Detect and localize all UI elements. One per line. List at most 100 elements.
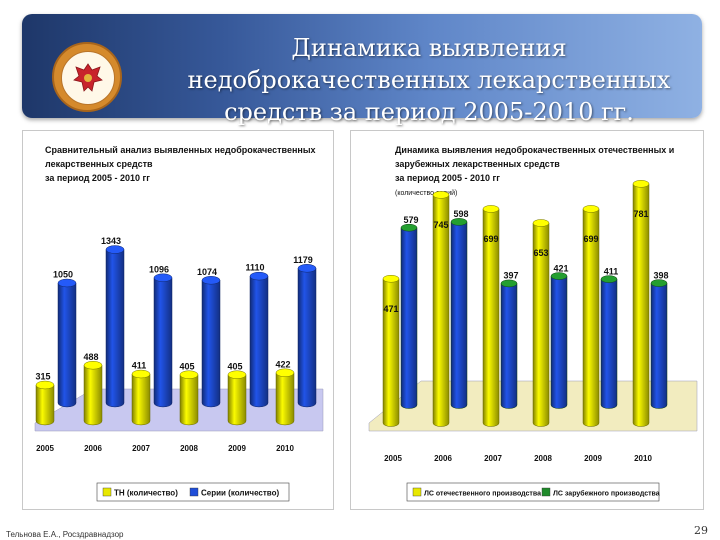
data-label: 398 <box>653 270 668 280</box>
bar-body <box>249 275 269 408</box>
data-label: 1050 <box>53 270 73 280</box>
bar-body <box>35 384 55 426</box>
bar-body <box>179 374 199 426</box>
data-label: 422 <box>275 359 290 369</box>
bar-1-2005 <box>35 380 55 426</box>
data-label: 1343 <box>101 236 121 246</box>
data-label: 653 <box>533 248 548 258</box>
bar-body <box>83 364 103 426</box>
bar-top <box>400 223 418 232</box>
bar-top <box>131 369 151 379</box>
bar-body <box>382 278 400 427</box>
bar-top <box>582 205 600 213</box>
bar-body <box>275 372 295 426</box>
bar-top <box>432 191 450 199</box>
bar-top <box>57 278 77 288</box>
data-label: 488 <box>83 352 98 362</box>
page-number: 29 <box>694 524 708 537</box>
bar-2-2008 <box>201 276 221 408</box>
data-label: 579 <box>403 215 418 225</box>
data-label: 781 <box>633 209 648 219</box>
legend-swatch <box>189 487 199 497</box>
bar-body <box>450 221 468 409</box>
chart-title-line: лекарственных средств <box>45 159 153 169</box>
bar-1-2005 <box>382 274 400 427</box>
bar-1-2006 <box>432 191 450 427</box>
data-label: 411 <box>132 361 147 371</box>
title-line-3: средств за период 2005-2010 гг. <box>224 98 634 126</box>
emblem-logo <box>52 42 122 112</box>
bar-2-2005 <box>57 278 77 408</box>
x-tick-label: 2007 <box>484 454 502 463</box>
bar-body <box>600 278 618 409</box>
bar-1-2008 <box>179 370 199 426</box>
bar-2-2009 <box>249 271 269 408</box>
legend-label: ЛС отечественного производства <box>424 491 541 498</box>
bar-1-2010 <box>275 368 295 426</box>
legend-swatch <box>412 487 422 497</box>
bar-1-2008 <box>532 219 550 427</box>
x-tick-label: 2010 <box>276 444 294 453</box>
bar-body <box>400 227 418 409</box>
data-label: 699 <box>583 234 598 244</box>
bar-1-2009 <box>227 370 247 426</box>
bar-body <box>227 374 247 426</box>
bar-top <box>600 275 618 283</box>
data-label: 745 <box>433 220 448 230</box>
bar-top <box>450 218 468 226</box>
chart-panel-right: Динамика выявления недоброкачественных о… <box>350 130 704 510</box>
chart-title-line: Сравнительный анализ выявленных недоброк… <box>45 145 316 155</box>
x-tick-label: 2005 <box>384 454 402 463</box>
bar-1-2010 <box>632 180 650 427</box>
bar-top <box>532 219 550 227</box>
data-label: 1096 <box>149 264 169 274</box>
page-title: Динамика выявления недоброкачественных л… <box>144 32 714 128</box>
bar-top <box>227 370 247 379</box>
bar-top <box>179 370 199 379</box>
bar-1-2007 <box>482 205 500 427</box>
legend-swatch <box>102 487 112 497</box>
x-tick-label: 2007 <box>132 444 150 453</box>
bar-body <box>650 282 668 409</box>
bar-top <box>650 279 668 287</box>
comparative-analysis-chart: Сравнительный анализ выявленных недоброк… <box>34 145 324 502</box>
bar-body <box>201 280 221 408</box>
x-tick-label: 2005 <box>36 444 54 453</box>
x-tick-label: 2009 <box>228 444 246 453</box>
domestic-foreign-chart: Динамика выявления недоброкачественных о… <box>368 145 698 502</box>
x-tick-label: 2010 <box>634 454 652 463</box>
bar-top <box>83 361 103 370</box>
bar-2-2007 <box>153 273 173 408</box>
bar-2-2006 <box>105 245 125 408</box>
bar-top <box>632 180 650 188</box>
title-banner: Динамика выявления недоброкачественных л… <box>22 14 702 126</box>
bar-1-2007 <box>131 369 151 426</box>
bar-1-2009 <box>582 205 600 427</box>
data-label: 397 <box>503 271 518 281</box>
bar-body <box>432 194 450 427</box>
title-line-1: Динамика выявления <box>291 34 567 62</box>
data-label: 471 <box>383 304 398 314</box>
data-label: 411 <box>604 266 619 276</box>
title-line-2: недоброкачественных лекарственных <box>187 66 671 94</box>
bar-2-2010 <box>297 264 317 408</box>
author-footer: Тельнова Е.А., Росздравнадзор <box>6 530 124 539</box>
bar-1-2006 <box>83 361 103 426</box>
legend-label: ТН (количество) <box>114 489 178 498</box>
bar-body <box>632 183 650 427</box>
bar-top <box>500 279 518 288</box>
legend-label: Серии (количество) <box>201 489 279 498</box>
chart-subtitle: (количество серий) <box>395 189 457 197</box>
data-label: 405 <box>227 361 242 371</box>
bar-2-2005 <box>400 223 418 409</box>
bar-2-2007 <box>500 279 518 409</box>
bar-body <box>582 208 600 427</box>
bar-body <box>500 283 518 409</box>
chart-panel-left: Сравнительный анализ выявленных недоброк… <box>22 130 334 510</box>
bar-top <box>201 276 221 285</box>
data-label: 405 <box>179 361 194 371</box>
data-label: 598 <box>453 209 468 219</box>
data-label: 1179 <box>293 255 313 265</box>
bar-2-2008 <box>550 272 568 409</box>
bar-top <box>297 264 317 273</box>
